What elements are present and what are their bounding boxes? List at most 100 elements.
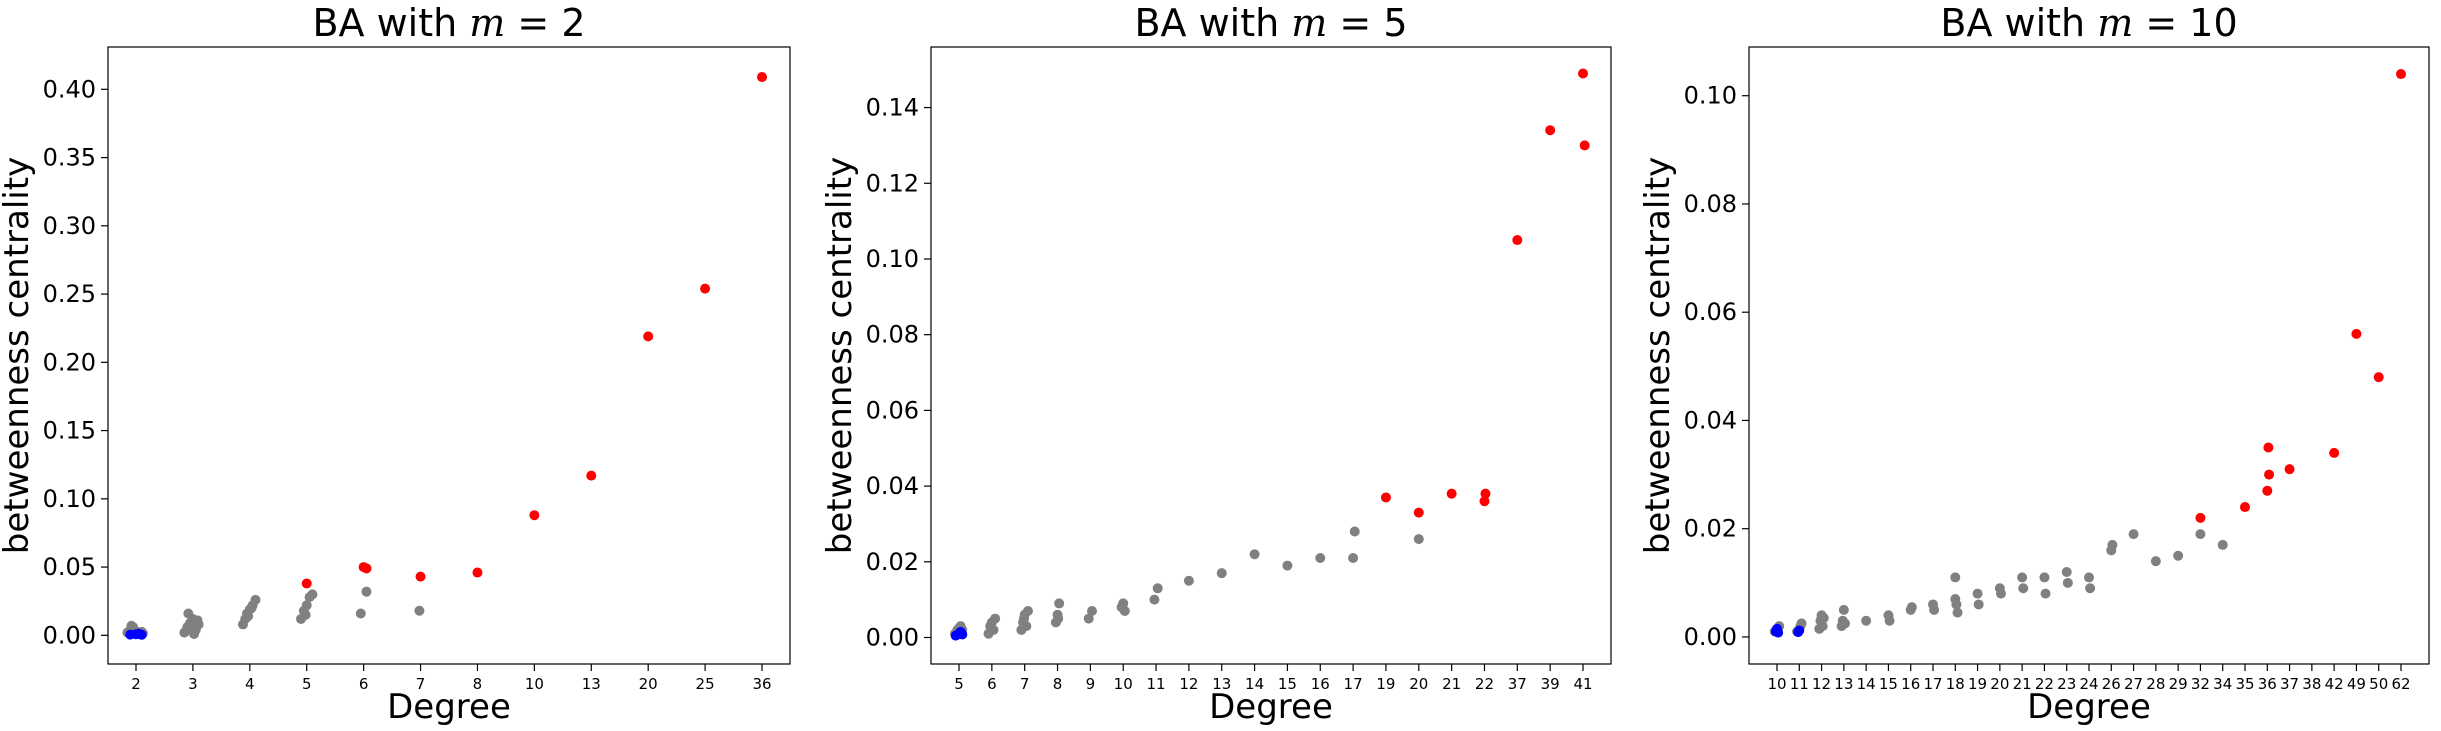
hub-node-point — [301, 578, 312, 589]
title-variable: m — [1291, 1, 1327, 45]
middle-node-point — [250, 594, 261, 605]
y-tick-label: 0.30 — [43, 212, 96, 240]
hub-node-point — [415, 571, 426, 582]
x-tick-label: 27 — [2124, 675, 2143, 693]
x-tick-label: 6 — [359, 675, 369, 693]
hub-node-point — [1545, 125, 1556, 136]
middle-node-point — [1118, 598, 1129, 609]
x-tick-label: 3 — [188, 675, 198, 693]
x-tick-label: 14 — [1245, 675, 1264, 693]
hub-node-point — [643, 331, 654, 342]
hub-node-point — [1446, 488, 1457, 499]
hub-node-point — [1578, 68, 1588, 79]
middle-node-point — [1817, 621, 1828, 632]
middle-node-point — [2017, 572, 2028, 583]
x-tick-label: 13 — [1834, 675, 1853, 693]
hub-node-point — [529, 510, 540, 521]
middle-node-point — [2084, 572, 2094, 583]
x-tick-label: 19 — [1376, 675, 1395, 693]
middle-node-point — [126, 620, 137, 631]
middle-node-point — [1973, 599, 1984, 610]
plot-frame — [1748, 46, 2430, 665]
x-tick-label: 37 — [1508, 675, 1527, 693]
x-tick-label: 10 — [1767, 675, 1786, 693]
middle-node-point — [1216, 568, 1227, 579]
x-tick-label: 12 — [1179, 675, 1198, 693]
x-tick-label: 17 — [1344, 675, 1363, 693]
x-tick-label: 23 — [2057, 675, 2076, 693]
x-tick-label: 35 — [2235, 675, 2254, 693]
hub-node-point — [1512, 235, 1523, 246]
x-tick-label: 10 — [1114, 675, 1133, 693]
y-tick-label: 0.00 — [1684, 623, 1737, 651]
hub-node-point — [2284, 464, 2295, 475]
x-tick-label: 9 — [1086, 675, 1096, 693]
hub-node-point — [1413, 507, 1424, 518]
title-prefix: BA with — [1134, 1, 1291, 45]
hub-node-point — [2264, 469, 2275, 480]
low-node-point — [133, 628, 144, 639]
middle-node-point — [2173, 550, 2184, 561]
middle-node-point — [1952, 607, 1963, 618]
middle-node-point — [307, 589, 318, 600]
y-tick-label: 0.08 — [1684, 190, 1737, 218]
middle-node-point — [2217, 539, 2228, 550]
x-tick-label: 8 — [473, 675, 483, 693]
middle-node-point — [2062, 577, 2073, 588]
x-tick-label: 7 — [416, 675, 426, 693]
hub-node-point — [2262, 485, 2273, 496]
middle-node-point — [300, 609, 311, 620]
x-tick-label: 15 — [1879, 675, 1898, 693]
y-tick-label: 0.06 — [1684, 298, 1737, 326]
x-tick-label: 49 — [2347, 675, 2366, 693]
title-variable: m — [469, 1, 505, 45]
middle-node-point — [1183, 575, 1194, 586]
x-tick-label: 24 — [2079, 675, 2098, 693]
x-tick-label: 4 — [245, 675, 255, 693]
x-tick-label: 39 — [1541, 675, 1560, 693]
x-tick-label: 50 — [2369, 675, 2388, 693]
y-axis-label: betweenness centrality — [820, 157, 860, 554]
middle-node-point — [1349, 526, 1360, 537]
x-tick-label: 42 — [2325, 675, 2344, 693]
middle-node-point — [1315, 553, 1326, 564]
middle-node-point — [1838, 604, 1849, 615]
x-tick-label: 15 — [1278, 675, 1297, 693]
middle-node-point — [1861, 615, 1872, 626]
chart-title: BA with m = 10 — [1940, 1, 2237, 45]
middle-node-point — [1950, 572, 1961, 583]
middle-node-point — [2150, 556, 2161, 567]
x-tick-label: 8 — [1053, 675, 1063, 693]
hub-node-point — [2396, 69, 2406, 80]
x-tick-label: 22 — [1475, 675, 1494, 693]
title-variable: m — [2097, 1, 2133, 45]
x-tick-label: 11 — [1147, 675, 1166, 693]
middle-node-point — [1995, 588, 2006, 599]
x-tick-label: 20 — [639, 675, 658, 693]
middle-node-point — [1119, 606, 1130, 617]
middle-node-point — [243, 611, 254, 622]
middle-node-point — [183, 608, 194, 619]
middle-node-point — [1929, 604, 1940, 615]
x-tick-label: 16 — [1901, 675, 1920, 693]
x-tick-label: 20 — [1409, 675, 1428, 693]
middle-node-point — [2039, 572, 2050, 583]
middle-node-point — [1021, 621, 1032, 632]
y-tick-label: 0.20 — [43, 348, 96, 376]
x-axis-label: Degree — [1209, 687, 1333, 727]
y-tick-label: 0.00 — [866, 624, 919, 652]
middle-node-point — [355, 608, 366, 619]
x-tick-label: 22 — [2035, 675, 2054, 693]
y-axis-label: betweenness centrality — [0, 157, 37, 554]
hub-node-point — [2329, 447, 2340, 458]
hub-node-point — [2373, 372, 2384, 383]
title-prefix: BA with — [312, 1, 469, 45]
low-node-point — [1794, 625, 1805, 636]
y-tick-label: 0.15 — [43, 417, 96, 445]
x-tick-label: 10 — [525, 675, 544, 693]
middle-node-point — [1951, 599, 1962, 610]
middle-node-point — [990, 613, 1001, 624]
y-axis-label: betweenness centrality — [1638, 157, 1678, 554]
x-tick-label: 5 — [954, 675, 964, 693]
